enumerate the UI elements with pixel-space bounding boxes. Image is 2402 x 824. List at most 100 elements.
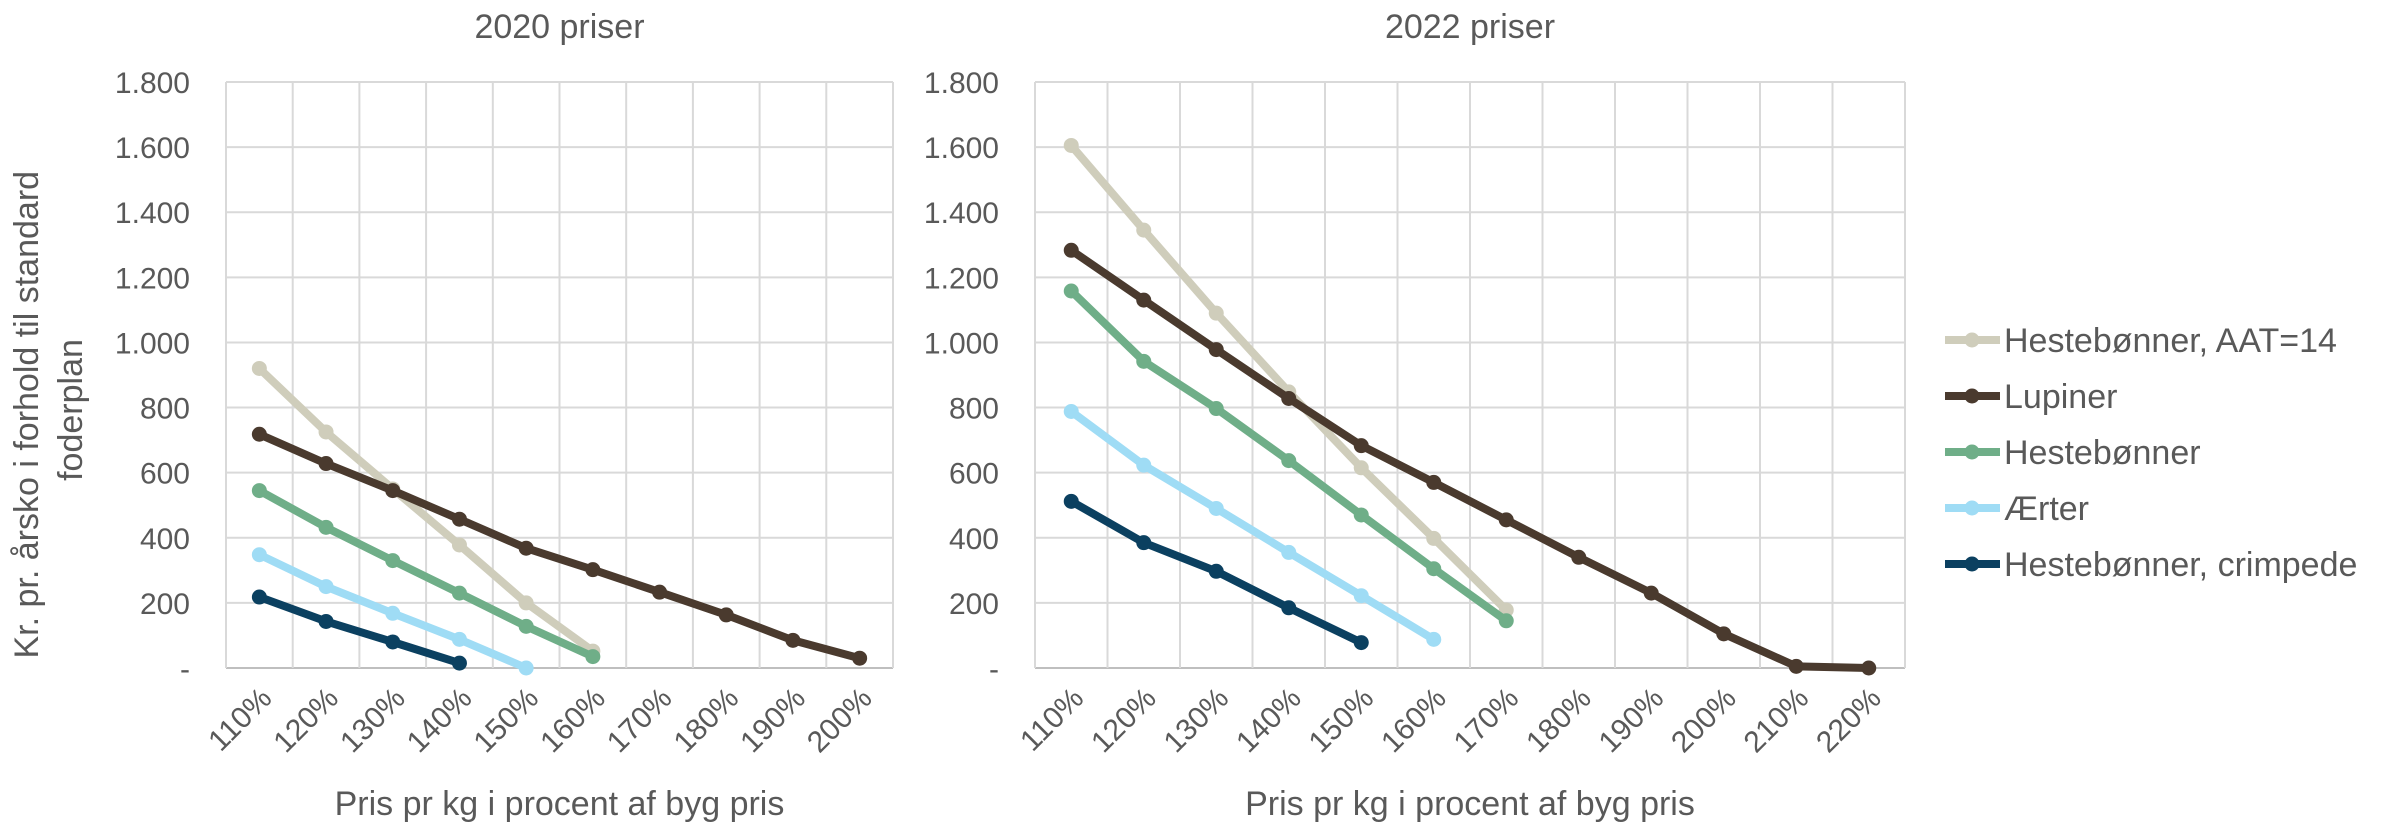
data-point [1208, 342, 1224, 358]
data-point [518, 660, 534, 676]
x-tick-label: 220% [1810, 682, 1888, 760]
x-tick-label: 120% [1085, 682, 1163, 760]
data-point [1208, 500, 1224, 516]
data-point [385, 553, 401, 569]
data-point [1716, 626, 1732, 642]
y-axis-title-line-1: Kr. pr. årsko i forhold til standard [8, 171, 46, 659]
data-point [1208, 305, 1224, 321]
chart-title: 2022 priser [1385, 8, 1555, 46]
data-point [1063, 283, 1079, 299]
data-point [1426, 561, 1442, 577]
x-axis-title: Pris pr kg i procent af byg pris [1245, 785, 1695, 823]
y-tick-label: 600 [949, 458, 999, 491]
data-point [1498, 613, 1514, 629]
y-tick-label: 400 [949, 523, 999, 556]
data-point [518, 595, 534, 611]
y-tick-label: 800 [140, 393, 190, 426]
y-tick-label: 1.800 [115, 67, 190, 100]
data-point [1353, 438, 1369, 454]
x-tick-label: 190% [734, 682, 812, 760]
legend-swatch-marker [1964, 332, 1980, 348]
data-point [385, 634, 401, 650]
y-tick-label: 1.400 [115, 197, 190, 230]
data-point [1136, 292, 1152, 308]
data-point [1136, 535, 1152, 551]
series-line [255, 593, 464, 668]
chart-panel-2020: - 200 400 600 800 1.000 1.200 1.400 1.600 1.800 11… [115, 8, 894, 823]
data-point [1063, 403, 1079, 419]
y-tick-label: 400 [140, 523, 190, 556]
x-tick-label: 170% [601, 682, 679, 760]
data-point [1353, 588, 1369, 604]
legend-swatch-marker [1964, 556, 1980, 572]
y-tick-label: 800 [949, 393, 999, 426]
x-tick-label: 150% [468, 682, 546, 760]
data-point [1136, 222, 1152, 238]
data-point [451, 631, 467, 647]
data-point [1643, 585, 1659, 601]
data-point [518, 540, 534, 556]
data-point [385, 605, 401, 621]
y-tick-label: 1.000 [924, 327, 999, 360]
series-line [1067, 407, 1438, 644]
data-point [518, 618, 534, 634]
legend: Hestebønner, AAT=14 Lupiner Hestebønner Ært… [1945, 322, 2357, 584]
data-point [1208, 401, 1224, 417]
data-point [652, 584, 668, 600]
y-tick-label: 1.400 [924, 197, 999, 230]
x-tick-label: 120% [267, 682, 345, 760]
x-tick-label: 200% [1665, 682, 1743, 760]
x-tick-label: 170% [1448, 682, 1526, 760]
data-point [1063, 137, 1079, 153]
data-point [1426, 474, 1442, 490]
y-tick-label: 1.200 [115, 262, 190, 295]
x-tick-label: 180% [668, 682, 746, 760]
data-point [1281, 544, 1297, 560]
data-point [251, 483, 267, 499]
data-point [1571, 549, 1587, 565]
data-point [318, 579, 334, 595]
data-point [1353, 460, 1369, 476]
legend-swatch-marker [1964, 500, 1980, 516]
y-tick-label: - [180, 653, 190, 686]
y-tick-label: 1.800 [924, 67, 999, 100]
chart-panel-2022: - 200 400 600 800 1.000 1.200 1.400 1.600 1.800 11… [924, 8, 1906, 823]
x-tick-label: 140% [401, 682, 479, 760]
data-point [852, 650, 868, 666]
legend-swatch-marker [1964, 388, 1980, 404]
data-point [451, 537, 467, 553]
x-axis-title: Pris pr kg i procent af byg pris [335, 785, 785, 823]
x-tick-label: 190% [1593, 682, 1671, 760]
data-point [451, 655, 467, 671]
series-line [255, 430, 864, 663]
data-point [251, 547, 267, 563]
chart-title: 2020 priser [474, 8, 644, 46]
data-point [1353, 507, 1369, 523]
data-point [1861, 660, 1877, 676]
series-line [1067, 246, 1873, 672]
x-tick-label: 200% [801, 682, 879, 760]
data-point [251, 360, 267, 376]
x-tick-label: 110% [1014, 682, 1090, 758]
y-axis-title-line-2: foderplan [52, 339, 90, 481]
data-point [1281, 453, 1297, 469]
data-point [785, 632, 801, 648]
data-point [451, 585, 467, 601]
data-point [1426, 530, 1442, 546]
x-tick-label: 180% [1520, 682, 1598, 760]
legend-item-label: Lupiner [2004, 378, 2117, 416]
data-point [318, 519, 334, 535]
data-point [318, 456, 334, 472]
x-tick-label: 210% [1738, 682, 1816, 760]
legend-swatch-marker [1964, 444, 1980, 460]
data-point [1063, 242, 1079, 258]
series-line [255, 364, 597, 656]
data-point [251, 426, 267, 442]
y-tick-label: 1.000 [115, 327, 190, 360]
data-point [1063, 493, 1079, 509]
data-point [1136, 457, 1152, 473]
x-tick-label: 150% [1303, 682, 1381, 760]
x-tick-label: 130% [1158, 682, 1236, 760]
legend-item-label: Hestebønner, crimpede [2004, 546, 2357, 584]
data-point [1136, 353, 1152, 369]
